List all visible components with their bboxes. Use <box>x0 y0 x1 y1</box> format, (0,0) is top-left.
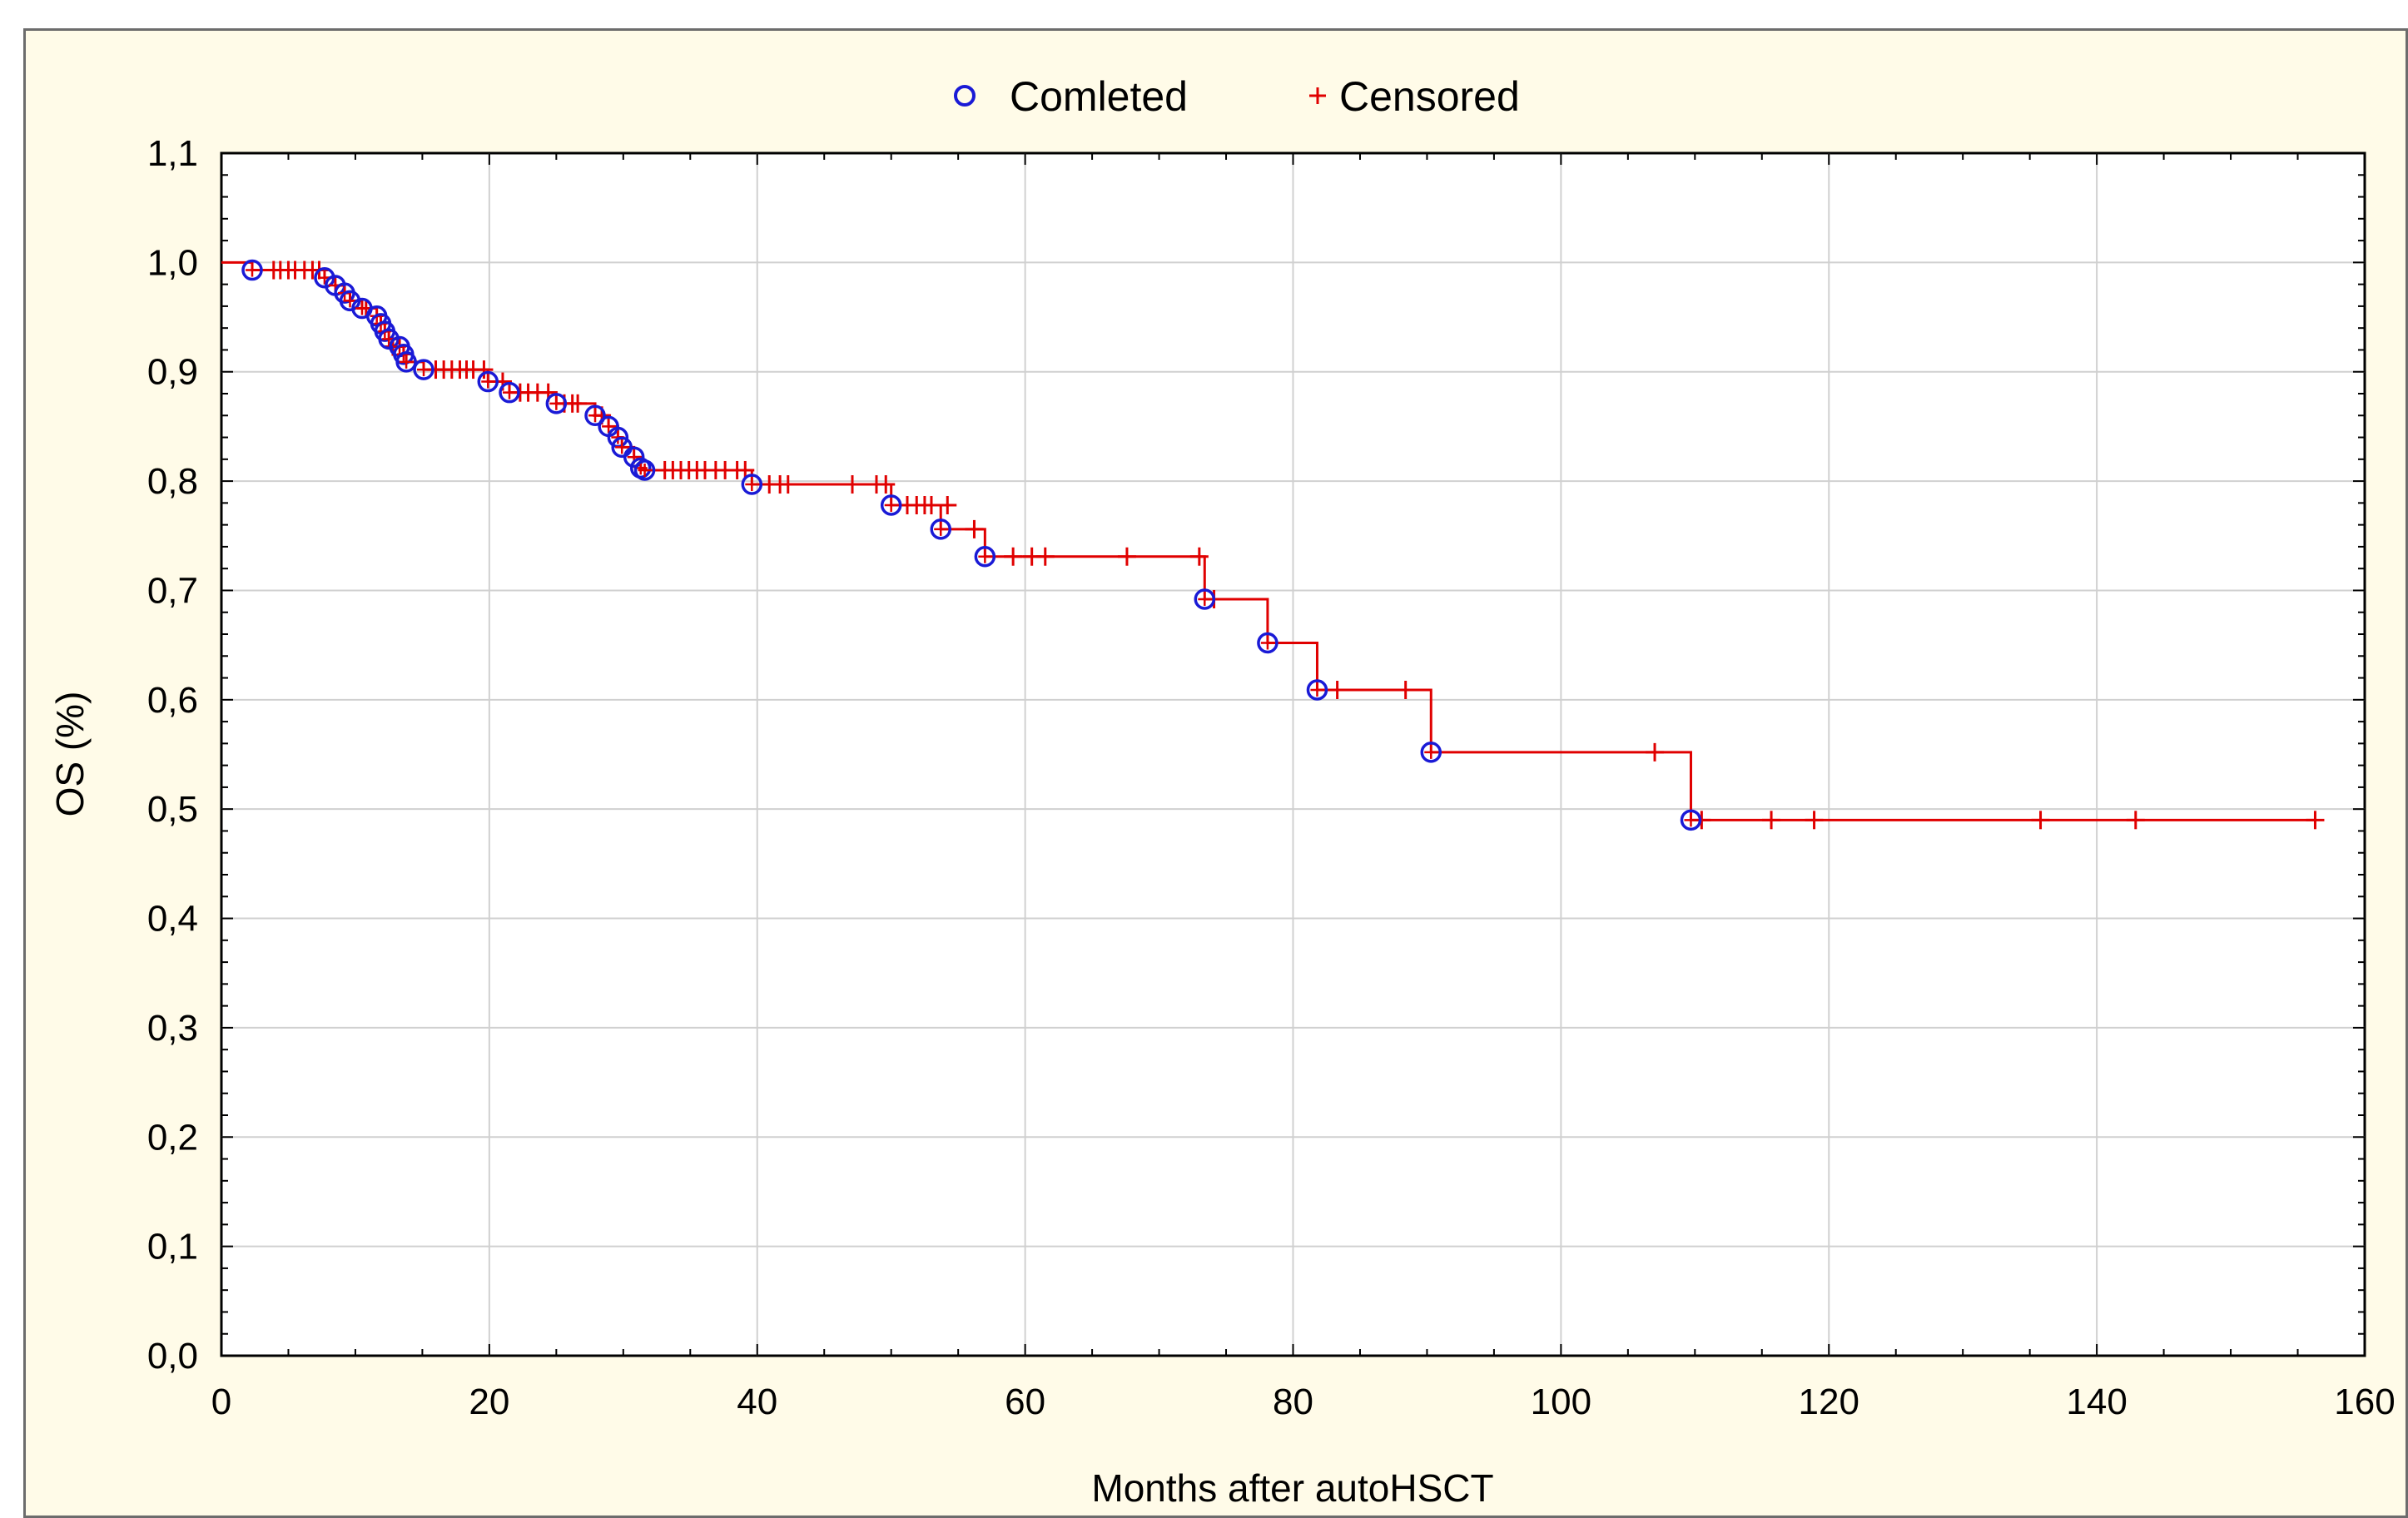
completed-marker <box>1194 588 1216 610</box>
completed-marker <box>1680 809 1702 831</box>
censored-marker <box>965 519 984 538</box>
y-tick-label: 0,6 <box>147 680 198 721</box>
censored-marker <box>568 394 588 413</box>
km-survival-chart: Comleted Censored 0 20 40 60 80 100 120 140 160 … <box>48 73 2396 1510</box>
x-tick-label: 40 <box>737 1382 777 1422</box>
plus-marker-icon <box>1309 87 1326 104</box>
chart-frame: Comleted Censored 0 20 40 60 80 100 120 140 160 … <box>23 28 2408 1518</box>
x-tick-label: 100 <box>1531 1382 1591 1422</box>
x-tick-label: 160 <box>2334 1382 2395 1422</box>
y-tick-label: 0,9 <box>147 352 198 393</box>
x-tick-label: 120 <box>1799 1382 1859 1422</box>
censored-marker <box>1004 547 1023 566</box>
completed-marker <box>633 459 656 481</box>
censored-marker <box>1189 547 1209 566</box>
y-tick-label: 1,0 <box>147 242 198 283</box>
completed-marker <box>241 259 263 281</box>
completed-marker <box>1257 632 1278 654</box>
completed-marker <box>1306 679 1328 701</box>
censored-marker <box>1035 547 1055 566</box>
censored-marker <box>1328 680 1347 699</box>
y-tick-labels: 0,0 0,1 0,2 0,3 0,4 0,5 0,6 0,7 0,8 0,9 1,0 1,1 <box>147 133 198 1377</box>
completed-marker <box>1420 742 1442 763</box>
completed-marker <box>974 545 996 568</box>
legend-label-censored: Censored <box>1339 73 1520 120</box>
completed-marker <box>413 359 434 380</box>
censored-marker <box>921 495 941 514</box>
x-axis-title: Months after autoHSCT <box>1091 1466 1493 1510</box>
x-tick-label: 0 <box>211 1382 231 1422</box>
x-tick-labels: 0 20 40 60 80 100 120 140 160 <box>211 1382 2396 1422</box>
completed-marker <box>880 494 902 516</box>
x-tick-label: 140 <box>2066 1382 2127 1422</box>
censored-marker <box>938 495 957 514</box>
censored-marker <box>1805 811 1824 830</box>
y-tick-label: 0,3 <box>147 1008 198 1049</box>
completed-markers <box>241 259 1702 831</box>
axis-ticks <box>221 152 2366 1357</box>
censored-marker <box>1396 680 1415 699</box>
completed-marker <box>545 393 568 414</box>
x-tick-label: 80 <box>1273 1382 1313 1422</box>
y-tick-label: 0,5 <box>147 789 198 830</box>
grid-lines <box>221 153 2365 1356</box>
y-tick-label: 0,4 <box>147 899 198 940</box>
censored-marker <box>474 360 494 380</box>
completed-marker <box>930 518 951 540</box>
censored-marker <box>778 475 797 494</box>
censored-marker <box>2306 811 2325 830</box>
x-tick-label: 60 <box>1005 1382 1045 1422</box>
y-tick-label: 1,1 <box>147 133 198 174</box>
x-tick-label: 20 <box>469 1382 509 1422</box>
completed-marker <box>477 370 499 393</box>
completed-marker <box>499 381 520 404</box>
legend: Comleted Censored <box>954 73 1520 120</box>
y-tick-label: 0,8 <box>147 461 198 502</box>
censored-marker <box>1117 547 1136 566</box>
completed-marker <box>584 404 606 427</box>
censored-marker <box>1762 811 1781 830</box>
completed-marker <box>395 351 417 373</box>
completed-marker <box>741 474 763 495</box>
legend-label-completed: Comleted <box>1010 73 1188 120</box>
y-tick-label: 0,1 <box>147 1227 198 1267</box>
y-axis-title: OS (%) <box>48 692 92 817</box>
censored-marker <box>2031 811 2050 830</box>
censored-marker <box>876 475 896 494</box>
completed-marker <box>623 446 645 468</box>
censored-marker <box>2126 811 2145 830</box>
circle-marker-icon <box>954 85 976 107</box>
y-tick-label: 0,0 <box>147 1336 198 1377</box>
censored-marker <box>843 475 862 494</box>
y-tick-label: 0,7 <box>147 570 198 611</box>
censored-marker <box>1646 742 1665 761</box>
y-tick-label: 0,2 <box>147 1117 198 1158</box>
